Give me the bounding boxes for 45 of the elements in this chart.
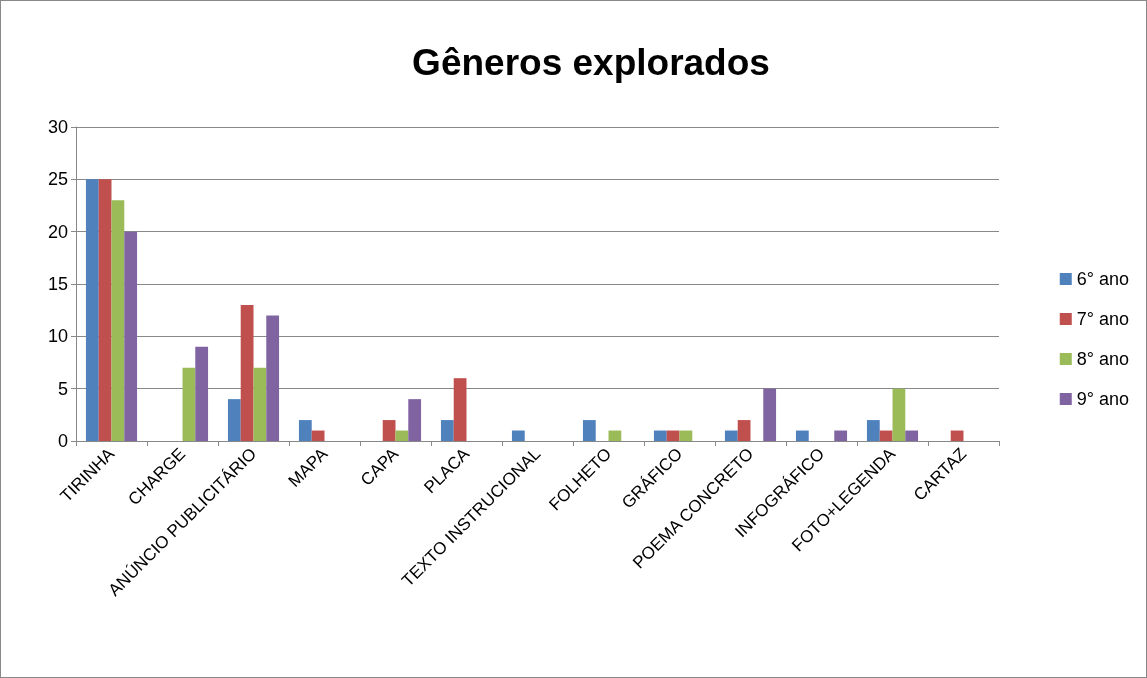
bar xyxy=(834,430,848,441)
bar xyxy=(111,200,125,441)
bar xyxy=(408,399,422,441)
bar xyxy=(195,346,209,441)
bar xyxy=(608,430,622,441)
y-tick-label: 20 xyxy=(47,221,68,242)
bar xyxy=(298,420,312,441)
bar xyxy=(382,420,396,441)
legend-label: 9° ano xyxy=(1076,389,1130,409)
bar xyxy=(227,399,241,441)
bar xyxy=(679,430,693,441)
bar xyxy=(737,420,751,441)
bar xyxy=(763,388,777,441)
bar xyxy=(395,430,409,441)
bar xyxy=(892,388,906,441)
bar xyxy=(98,179,112,441)
bar xyxy=(724,430,738,441)
y-tick-label: 15 xyxy=(47,274,68,294)
legend-label: 8° ano xyxy=(1076,349,1130,369)
bar xyxy=(311,430,325,441)
bar xyxy=(240,304,254,441)
legend-label: 7° ano xyxy=(1076,309,1130,329)
bar xyxy=(85,179,99,441)
bar xyxy=(440,420,454,441)
bar xyxy=(950,430,964,441)
bar xyxy=(511,430,525,441)
bar xyxy=(253,367,267,441)
bar xyxy=(795,430,809,441)
bar xyxy=(124,231,138,441)
bar xyxy=(453,378,467,441)
bar xyxy=(905,430,919,441)
bar xyxy=(666,430,680,441)
y-tick-label: 30 xyxy=(47,117,68,137)
chart-title: Gêneros explorados xyxy=(412,42,770,83)
bar xyxy=(182,367,196,441)
bar xyxy=(582,420,596,441)
legend-label: 6° ano xyxy=(1076,269,1130,289)
y-tick-label: 5 xyxy=(57,378,68,399)
y-tick-label: 25 xyxy=(47,169,68,190)
bar xyxy=(879,430,893,441)
bar xyxy=(653,430,667,441)
y-tick-label: 0 xyxy=(57,431,68,451)
y-tick-label: 10 xyxy=(47,326,68,347)
bar xyxy=(266,315,280,441)
bar xyxy=(866,420,880,441)
